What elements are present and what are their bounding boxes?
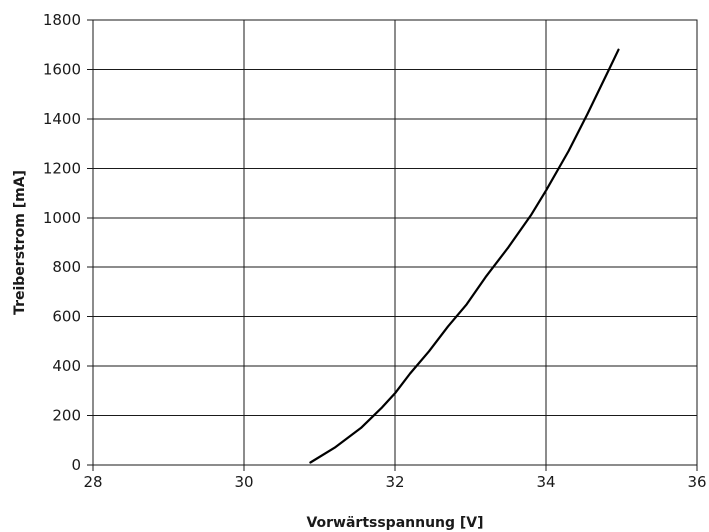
y-tick-label: 1400 bbox=[43, 110, 81, 128]
y-tick-label: 0 bbox=[71, 456, 81, 474]
tick-labels: 28 30 32 34 36 0 200 400 600 800 1000 1200 1400 1600 1… bbox=[43, 11, 707, 491]
x-tick-label: 28 bbox=[83, 473, 102, 491]
y-tick-label: 1000 bbox=[43, 209, 81, 227]
y-tick-label: 1800 bbox=[43, 11, 81, 29]
x-tick-label: 32 bbox=[385, 473, 404, 491]
x-axis-title: Vorwärtsspannung [V] bbox=[306, 515, 483, 531]
y-tick-label: 1600 bbox=[43, 60, 81, 78]
y-tick-label: 1200 bbox=[43, 159, 81, 177]
series-layer bbox=[309, 48, 620, 464]
y-tick-label: 800 bbox=[52, 258, 81, 276]
x-tick-label: 30 bbox=[234, 473, 253, 491]
y-tick-label: 400 bbox=[52, 357, 81, 375]
x-tick-label: 34 bbox=[536, 473, 555, 491]
x-tick-label: 36 bbox=[687, 473, 706, 491]
grid-lines bbox=[92, 19, 698, 466]
series-line-0 bbox=[309, 48, 620, 464]
axis-ticks bbox=[87, 19, 698, 471]
y-tick-label: 200 bbox=[52, 407, 81, 425]
y-axis-title: Treiberstrom [mA] bbox=[12, 170, 28, 315]
y-tick-label: 600 bbox=[52, 308, 81, 326]
